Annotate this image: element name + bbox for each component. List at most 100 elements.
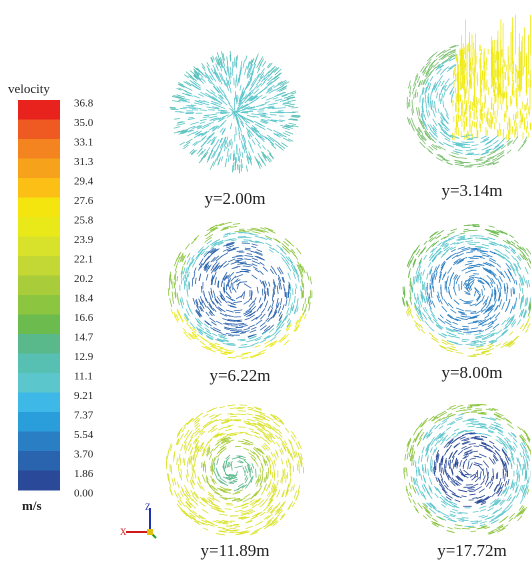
vector: [520, 324, 524, 329]
vector: [493, 468, 494, 477]
vector: [497, 284, 499, 292]
vector: [268, 317, 272, 322]
vector: [211, 68, 214, 74]
vector: [175, 271, 176, 278]
vector: [183, 107, 188, 108]
vector: [263, 418, 269, 421]
vector: [277, 286, 278, 295]
vector: [483, 469, 484, 476]
colorbar-segment: [18, 100, 60, 120]
colorbar-label: 0.00: [74, 488, 94, 500]
vector: [447, 408, 452, 410]
vector: [275, 99, 282, 101]
vector: [223, 435, 229, 437]
vector: [251, 494, 256, 498]
vector: [228, 155, 229, 162]
vector: [521, 428, 526, 434]
vector: [485, 517, 491, 520]
vector: [257, 304, 262, 311]
panel-label: y=11.89m: [201, 541, 270, 560]
vector: [479, 506, 486, 509]
vector: [447, 144, 454, 147]
colorbar-label: 7.37: [74, 410, 94, 422]
vector: [245, 255, 254, 256]
vector: [186, 309, 190, 316]
vector: [267, 156, 271, 162]
vector: [468, 460, 469, 469]
colorbar-segment: [18, 354, 60, 374]
vector: [250, 517, 255, 519]
vector: [485, 477, 488, 485]
vector: [490, 293, 491, 301]
vector: [495, 344, 501, 347]
vector: [234, 490, 239, 491]
vector: [259, 430, 266, 434]
vector: [227, 343, 235, 344]
vector: [454, 443, 460, 448]
vector: [280, 298, 281, 305]
vector: [223, 492, 231, 493]
vector: [237, 258, 243, 259]
vector: [244, 284, 251, 289]
vector: [292, 446, 294, 451]
vector: [468, 426, 475, 427]
vector: [408, 81, 410, 89]
vector: [245, 250, 251, 251]
vector: [184, 423, 187, 427]
vector: [238, 427, 245, 428]
vector: [208, 428, 215, 433]
vector: [242, 503, 249, 506]
vector: [247, 253, 252, 254]
vector: [277, 489, 280, 497]
vector: [227, 425, 233, 426]
vector: [243, 60, 244, 68]
vector: [489, 138, 494, 142]
vector: [407, 452, 408, 459]
vector: [413, 276, 414, 285]
vector: [452, 322, 457, 324]
vector: [285, 131, 293, 134]
vector: [221, 51, 223, 60]
vector: [436, 477, 438, 482]
vector: [459, 490, 468, 492]
vector: [455, 525, 463, 526]
vector: [442, 342, 447, 345]
vector: [216, 534, 225, 535]
vector: [252, 139, 255, 144]
vector: [245, 123, 249, 128]
vector: [230, 226, 237, 227]
vector: [523, 456, 525, 464]
vector: [483, 497, 489, 501]
vector: [454, 450, 458, 455]
vector: [260, 479, 262, 485]
vector: [234, 506, 242, 507]
vector: [269, 479, 271, 488]
vector: [257, 455, 261, 461]
vector: [494, 485, 498, 491]
vector: [238, 441, 244, 442]
vector: [226, 503, 232, 504]
vector: [262, 331, 268, 335]
vector: [266, 97, 273, 100]
vector: [221, 334, 226, 336]
vector: [506, 292, 507, 301]
vector: [456, 308, 464, 311]
vector: [211, 322, 216, 326]
vector: [217, 451, 221, 457]
vector: [413, 451, 414, 459]
vector: [241, 358, 248, 359]
vector: [468, 257, 473, 258]
colorbar-segment: [18, 139, 60, 159]
vector: [487, 468, 488, 477]
vector: [496, 439, 502, 444]
vector: [462, 446, 467, 448]
vector: [228, 259, 235, 262]
vector: [415, 487, 419, 495]
vector: [227, 142, 228, 149]
vector: [227, 149, 228, 157]
colorbar-label: 29.4: [74, 176, 94, 188]
vector: [276, 502, 280, 507]
vector: [245, 248, 251, 249]
vector: [520, 498, 523, 503]
vector: [204, 461, 205, 467]
